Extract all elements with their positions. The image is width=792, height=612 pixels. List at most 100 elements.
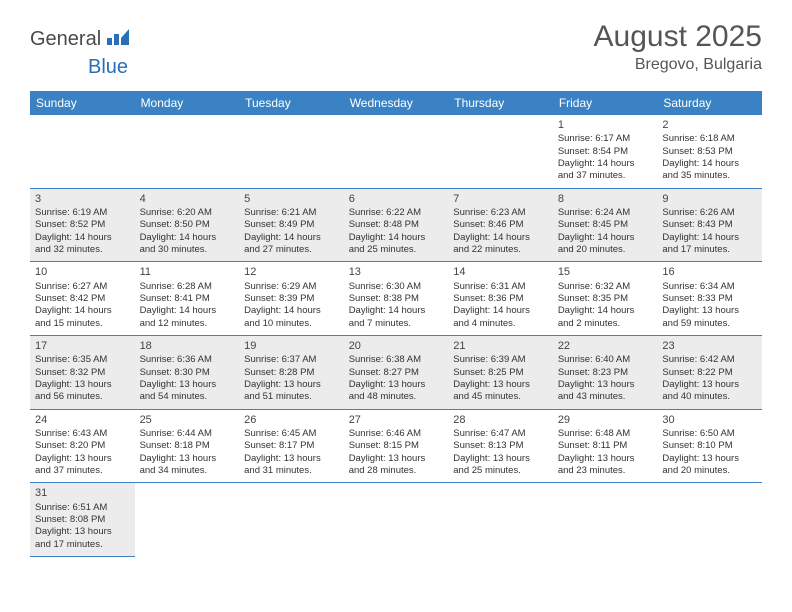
sunrise-text: Sunrise: 6:29 AM	[244, 281, 339, 293]
day-number: 10	[35, 265, 130, 279]
calendar-row: 24Sunrise: 6:43 AMSunset: 8:20 PMDayligh…	[30, 409, 762, 483]
calendar-body: 1Sunrise: 6:17 AMSunset: 8:54 PMDaylight…	[30, 115, 762, 557]
calendar-row: 10Sunrise: 6:27 AMSunset: 8:42 PMDayligh…	[30, 262, 762, 336]
day-number: 22	[558, 339, 653, 353]
sunrise-text: Sunrise: 6:26 AM	[662, 207, 757, 219]
sunrise-text: Sunrise: 6:47 AM	[453, 428, 548, 440]
sunrise-text: Sunrise: 6:42 AM	[662, 354, 757, 366]
calendar-cell: 6Sunrise: 6:22 AMSunset: 8:48 PMDaylight…	[344, 188, 449, 262]
sunrise-text: Sunrise: 6:51 AM	[35, 502, 130, 514]
sunrise-text: Sunrise: 6:19 AM	[35, 207, 130, 219]
sunrise-text: Sunrise: 6:36 AM	[140, 354, 235, 366]
sunset-text: Sunset: 8:49 PM	[244, 219, 339, 231]
day-number: 28	[453, 413, 548, 427]
sunset-text: Sunset: 8:27 PM	[349, 367, 444, 379]
calendar-row: 3Sunrise: 6:19 AMSunset: 8:52 PMDaylight…	[30, 188, 762, 262]
daylight-text: Daylight: 13 hours and 45 minutes.	[453, 379, 548, 404]
calendar-cell: 29Sunrise: 6:48 AMSunset: 8:11 PMDayligh…	[553, 409, 658, 483]
calendar-cell: 24Sunrise: 6:43 AMSunset: 8:20 PMDayligh…	[30, 409, 135, 483]
calendar-cell: 12Sunrise: 6:29 AMSunset: 8:39 PMDayligh…	[239, 262, 344, 336]
day-number: 7	[453, 192, 548, 206]
sunrise-text: Sunrise: 6:21 AM	[244, 207, 339, 219]
sunrise-text: Sunrise: 6:37 AM	[244, 354, 339, 366]
sunrise-text: Sunrise: 6:38 AM	[349, 354, 444, 366]
day-number: 27	[349, 413, 444, 427]
sunset-text: Sunset: 8:17 PM	[244, 440, 339, 452]
calendar-cell: 14Sunrise: 6:31 AMSunset: 8:36 PMDayligh…	[448, 262, 553, 336]
daylight-text: Daylight: 14 hours and 25 minutes.	[349, 232, 444, 257]
day-number: 16	[662, 265, 757, 279]
calendar-row: 17Sunrise: 6:35 AMSunset: 8:32 PMDayligh…	[30, 336, 762, 410]
sunrise-text: Sunrise: 6:44 AM	[140, 428, 235, 440]
daylight-text: Daylight: 14 hours and 7 minutes.	[349, 305, 444, 330]
day-header-row: SundayMondayTuesdayWednesdayThursdayFrid…	[30, 91, 762, 115]
day-number: 14	[453, 265, 548, 279]
calendar-cell	[239, 115, 344, 188]
sunrise-text: Sunrise: 6:46 AM	[349, 428, 444, 440]
daylight-text: Daylight: 14 hours and 22 minutes.	[453, 232, 548, 257]
logo-bars-icon	[107, 29, 129, 50]
sunrise-text: Sunrise: 6:43 AM	[35, 428, 130, 440]
sunrise-text: Sunrise: 6:32 AM	[558, 281, 653, 293]
day-number: 17	[35, 339, 130, 353]
calendar-row: 1Sunrise: 6:17 AMSunset: 8:54 PMDaylight…	[30, 115, 762, 188]
sunrise-text: Sunrise: 6:39 AM	[453, 354, 548, 366]
day-number: 15	[558, 265, 653, 279]
day-number: 11	[140, 265, 235, 279]
calendar-cell: 17Sunrise: 6:35 AMSunset: 8:32 PMDayligh…	[30, 336, 135, 410]
day-number: 19	[244, 339, 339, 353]
calendar-cell: 11Sunrise: 6:28 AMSunset: 8:41 PMDayligh…	[135, 262, 240, 336]
day-number: 9	[662, 192, 757, 206]
daylight-text: Daylight: 14 hours and 4 minutes.	[453, 305, 548, 330]
daylight-text: Daylight: 13 hours and 25 minutes.	[453, 453, 548, 478]
sunrise-text: Sunrise: 6:40 AM	[558, 354, 653, 366]
sunset-text: Sunset: 8:08 PM	[35, 514, 130, 526]
logo: General	[30, 28, 133, 51]
daylight-text: Daylight: 14 hours and 27 minutes.	[244, 232, 339, 257]
sunrise-text: Sunrise: 6:24 AM	[558, 207, 653, 219]
sunset-text: Sunset: 8:35 PM	[558, 293, 653, 305]
day-header: Wednesday	[344, 91, 449, 115]
calendar-cell	[30, 115, 135, 188]
day-number: 13	[349, 265, 444, 279]
sunrise-text: Sunrise: 6:30 AM	[349, 281, 444, 293]
daylight-text: Daylight: 13 hours and 17 minutes.	[35, 526, 130, 551]
sunrise-text: Sunrise: 6:23 AM	[453, 207, 548, 219]
calendar-cell: 1Sunrise: 6:17 AMSunset: 8:54 PMDaylight…	[553, 115, 658, 188]
day-header: Friday	[553, 91, 658, 115]
day-number: 21	[453, 339, 548, 353]
sunset-text: Sunset: 8:48 PM	[349, 219, 444, 231]
calendar-cell	[135, 115, 240, 188]
daylight-text: Daylight: 14 hours and 30 minutes.	[140, 232, 235, 257]
calendar-cell: 10Sunrise: 6:27 AMSunset: 8:42 PMDayligh…	[30, 262, 135, 336]
sunset-text: Sunset: 8:42 PM	[35, 293, 130, 305]
day-number: 30	[662, 413, 757, 427]
daylight-text: Daylight: 13 hours and 40 minutes.	[662, 379, 757, 404]
sunset-text: Sunset: 8:28 PM	[244, 367, 339, 379]
sunrise-text: Sunrise: 6:35 AM	[35, 354, 130, 366]
calendar-cell: 31Sunrise: 6:51 AMSunset: 8:08 PMDayligh…	[30, 483, 135, 557]
day-header: Monday	[135, 91, 240, 115]
sunrise-text: Sunrise: 6:28 AM	[140, 281, 235, 293]
calendar-cell	[448, 483, 553, 557]
sunset-text: Sunset: 8:43 PM	[662, 219, 757, 231]
day-number: 26	[244, 413, 339, 427]
daylight-text: Daylight: 13 hours and 20 minutes.	[662, 453, 757, 478]
calendar-cell	[239, 483, 344, 557]
sunrise-text: Sunrise: 6:34 AM	[662, 281, 757, 293]
sunset-text: Sunset: 8:23 PM	[558, 367, 653, 379]
sunrise-text: Sunrise: 6:22 AM	[349, 207, 444, 219]
calendar-cell	[553, 483, 658, 557]
daylight-text: Daylight: 13 hours and 51 minutes.	[244, 379, 339, 404]
sunrise-text: Sunrise: 6:17 AM	[558, 133, 653, 145]
calendar-cell: 19Sunrise: 6:37 AMSunset: 8:28 PMDayligh…	[239, 336, 344, 410]
sunrise-text: Sunrise: 6:45 AM	[244, 428, 339, 440]
calendar-cell: 22Sunrise: 6:40 AMSunset: 8:23 PMDayligh…	[553, 336, 658, 410]
sunset-text: Sunset: 8:53 PM	[662, 146, 757, 158]
daylight-text: Daylight: 14 hours and 2 minutes.	[558, 305, 653, 330]
daylight-text: Daylight: 13 hours and 34 minutes.	[140, 453, 235, 478]
calendar-cell	[448, 115, 553, 188]
calendar-cell: 30Sunrise: 6:50 AMSunset: 8:10 PMDayligh…	[657, 409, 762, 483]
daylight-text: Daylight: 14 hours and 32 minutes.	[35, 232, 130, 257]
month-title: August 2025	[594, 20, 762, 54]
